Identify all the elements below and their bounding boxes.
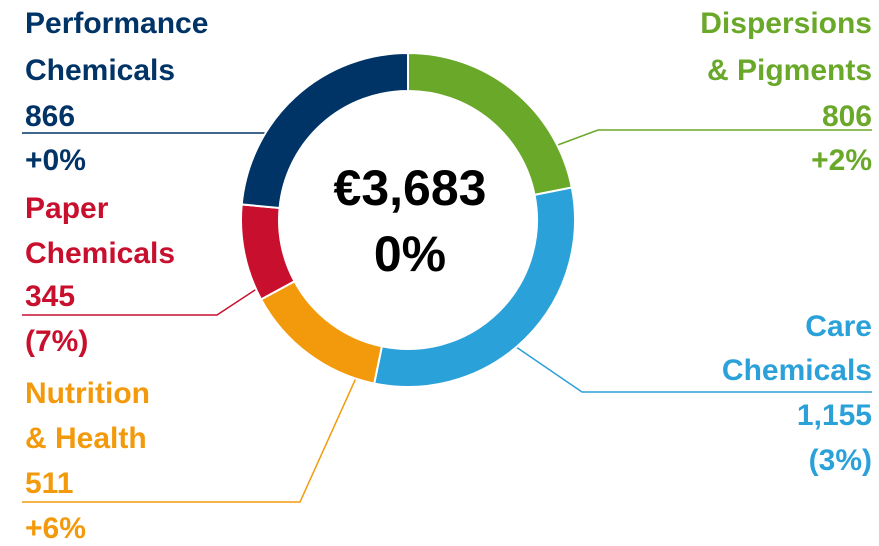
change-label: +6% — [25, 512, 86, 545]
donut-segment — [259, 279, 384, 385]
change-label: +0% — [25, 144, 86, 177]
change-label: (7%) — [25, 325, 88, 358]
center-label: €3,683 — [334, 160, 487, 216]
leader-line — [22, 287, 259, 316]
value-label: 806 — [822, 100, 872, 133]
leader-line — [554, 129, 872, 147]
center-sublabel: 0% — [374, 226, 446, 282]
category-label: Chemicals — [722, 354, 872, 387]
category-label: & Pigments — [707, 54, 872, 87]
leader-line — [22, 377, 357, 503]
value-label: 511 — [25, 467, 73, 500]
value-label: 866 — [25, 100, 75, 133]
category-label: Care — [805, 310, 872, 343]
category-label: Performance — [25, 7, 208, 40]
category-label: Chemicals — [25, 237, 175, 270]
value-label: 345 — [25, 280, 75, 313]
change-label: (3%) — [809, 444, 872, 477]
category-label: Dispersions — [700, 7, 872, 40]
category-label: & Health — [25, 422, 147, 455]
donut-segment — [240, 203, 296, 301]
donut-segment — [373, 186, 576, 388]
category-label: Nutrition — [25, 377, 150, 410]
category-label: Paper — [25, 192, 109, 225]
change-label: +2% — [811, 144, 872, 177]
category-label: Chemicals — [25, 54, 175, 87]
leader-line — [22, 132, 273, 141]
value-label: 1,155 — [797, 399, 872, 432]
donut-segment — [240, 51, 409, 210]
leader-line — [499, 335, 872, 393]
